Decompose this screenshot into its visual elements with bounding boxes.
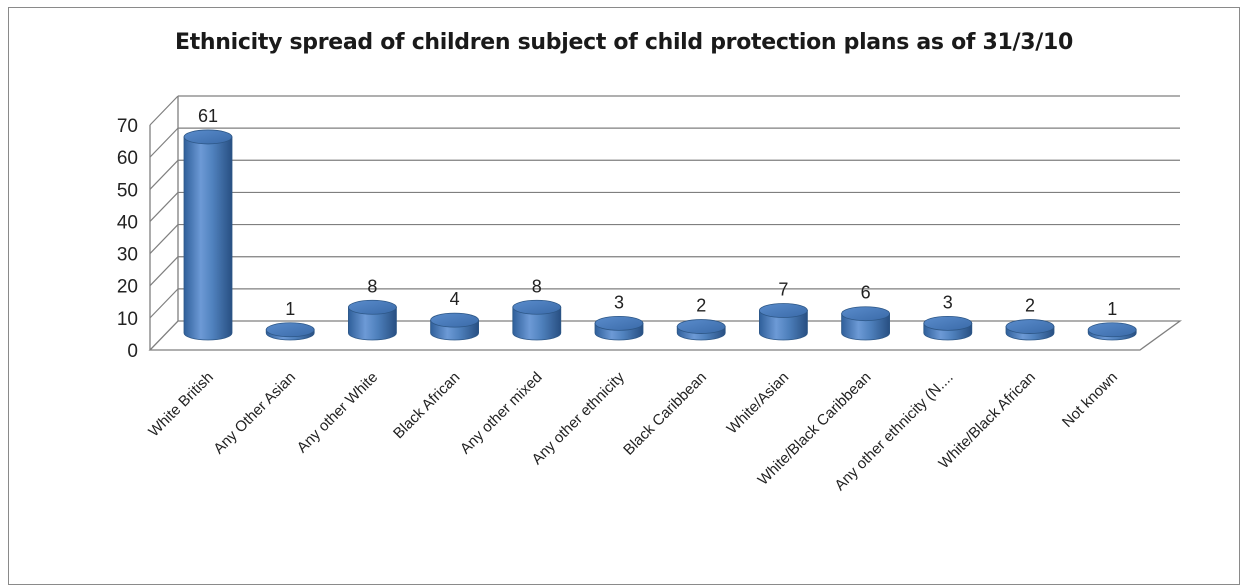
bar [1005,319,1055,341]
x-tick-label: White British [145,369,217,441]
bar-top [841,306,890,322]
data-label: 8 [532,276,542,296]
bar-top [676,319,726,334]
bar [347,299,397,341]
bar-top [759,303,808,318]
gridline-side [149,159,179,190]
y-tick-label: 50 [117,180,138,201]
x-tick-label: Black African [390,369,463,442]
x-tick-label: Black Caribbean [620,369,710,459]
bar-body [841,313,890,341]
bar [183,129,233,341]
data-label: 4 [450,289,460,309]
gridline-side [149,256,179,287]
x-tick-label: Not known [1059,369,1121,431]
x-tick-label: Any other ethnicity [529,368,629,468]
bar [430,312,480,341]
bar [676,319,726,341]
bar-top [430,312,480,328]
y-tick-label: 0 [127,341,138,362]
gridline-side [149,224,179,254]
chart-title: Ethnicity spread of children subject of … [174,30,1074,55]
gridline-side [149,127,179,158]
bar-top [1087,322,1137,338]
y-tick-label: 10 [117,309,138,330]
data-label: 3 [943,292,953,312]
gridline-side [149,95,179,126]
bar-top [183,129,233,145]
data-label: 2 [696,296,706,316]
bar-top [594,315,644,331]
bar-top [1005,319,1055,334]
x-tick-label: Any other White [294,369,381,456]
data-label: 1 [285,299,295,319]
bar-body [512,306,562,341]
y-tick-label: 70 [117,116,138,137]
data-label: 3 [614,292,624,312]
gridline-side [149,192,179,222]
data-label: 7 [778,280,788,300]
x-tick-label: White/Asian [724,369,793,438]
bar-body [348,306,397,341]
data-label: 61 [198,106,218,126]
gridline-side [149,288,179,319]
bar-top [347,299,397,315]
bar-top [265,322,315,338]
data-label: 8 [367,276,377,296]
x-tick-label: Any Other Asian [210,369,299,458]
bar-top [512,299,562,315]
bar-body [759,310,808,341]
bar [1087,322,1137,341]
y-tick-label: 60 [117,148,138,169]
bar [759,303,808,341]
chart-floor [148,320,1183,351]
bar [512,299,562,341]
x-tick-label: Any other mixed [457,369,546,458]
bar [265,322,315,341]
y-tick-label: 40 [117,212,138,233]
y-tick-label: 20 [117,277,138,298]
data-label: 2 [1025,296,1035,316]
bar-body [183,136,233,341]
data-label: 1 [1107,299,1117,319]
bar [594,315,644,341]
y-tick-label: 30 [117,245,138,266]
data-label: 6 [861,283,871,303]
bar [923,315,973,341]
bar-top [923,315,973,331]
bar [841,306,890,341]
